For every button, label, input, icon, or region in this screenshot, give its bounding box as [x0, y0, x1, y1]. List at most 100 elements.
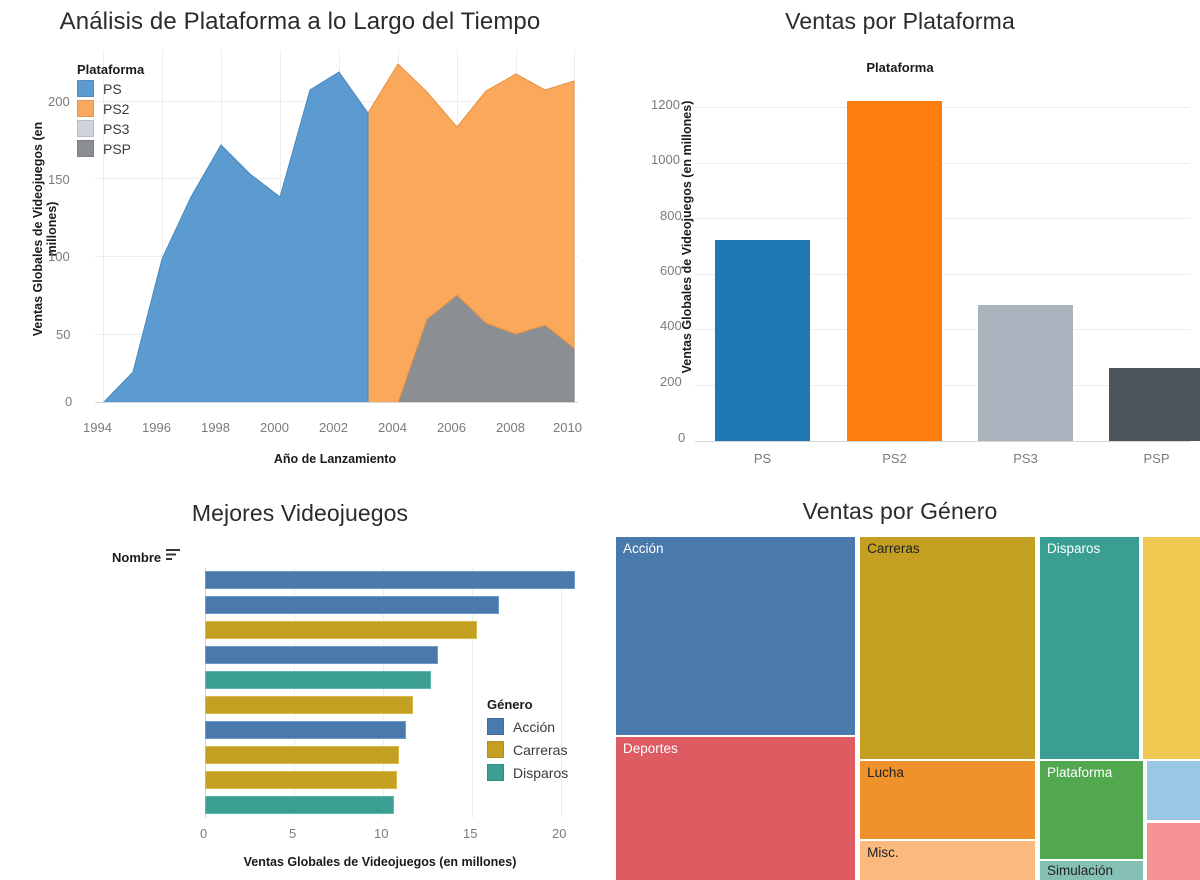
table-row[interactable]	[205, 671, 431, 689]
treemap-label-lucha: Lucha	[867, 765, 904, 781]
legend-item-ps[interactable]: PS	[77, 80, 144, 97]
page-title-bar-chart: Ventas por Plataforma	[785, 8, 1015, 34]
treemap-tile-misc[interactable]: Misc.	[860, 840, 1036, 880]
treemap-tile-unlabeled-yellow[interactable]	[1143, 537, 1200, 759]
bar-chart-y-axis-title: Ventas Globales de Videojuegos (en millo…	[680, 100, 694, 374]
treemap-tile-lucha[interactable]: Lucha	[860, 761, 1036, 839]
bar-game-0[interactable]	[205, 571, 575, 589]
treemap-tile-simulacion[interactable]: Simulación	[1039, 861, 1144, 880]
bar-psp[interactable]	[1109, 368, 1200, 441]
bar-game-2[interactable]	[205, 621, 477, 639]
area-y-tick: 200	[48, 94, 70, 109]
area-legend-title: Plataforma	[77, 62, 145, 77]
treemap-label-simulacion: Simulación	[1046, 863, 1113, 879]
treemap-tile-unlabeled-lightblue[interactable]	[1146, 761, 1200, 821]
area-y-tick: 50	[56, 327, 71, 342]
area-x-tick: 2004	[378, 420, 407, 435]
area-chart-x-axis-title: Año de Lanzamiento	[273, 452, 397, 466]
bar-y-tick: 600	[660, 263, 682, 278]
legend-swatch-ps2-icon	[77, 100, 94, 117]
area-x-tick: 1998	[201, 420, 230, 435]
bar-game-1[interactable]	[205, 596, 499, 614]
treemap-tile-unlabeled-pink[interactable]	[1146, 823, 1200, 880]
area-x-tick: 1996	[142, 420, 171, 435]
bar-game-6[interactable]	[205, 721, 406, 739]
treemap-label-disparos: Disparos	[1046, 541, 1101, 556]
bar-game-7[interactable]	[205, 746, 399, 764]
gridline-y-600	[695, 274, 1190, 275]
legend-label-accion: Acción	[513, 718, 556, 735]
gridline-x-1996	[162, 50, 163, 403]
treemap-label-misc: Misc.	[867, 844, 899, 860]
treemap-tile-carreras[interactable]: Carreras	[860, 537, 1036, 759]
legend-label-disparos: Disparos	[513, 764, 569, 781]
panel-sales-by-genre: Ventas por Género Acción Deportes Carrer…	[600, 490, 1200, 880]
area-y-tick: 100	[48, 249, 70, 264]
treemap-tile-deportes[interactable]: Deportes	[616, 737, 856, 880]
legend-item-psp[interactable]: PSP	[77, 140, 144, 157]
bar-game-9[interactable]	[205, 796, 394, 814]
bar-game-4[interactable]	[205, 671, 431, 689]
sort-descending-icon[interactable]	[166, 548, 181, 566]
legend-label-ps: PS	[103, 80, 122, 97]
bar-ps[interactable]	[715, 240, 810, 441]
page-title-treemap: Ventas por Género	[802, 498, 998, 524]
gridline-x-1994	[103, 50, 104, 403]
table-row[interactable]	[205, 796, 394, 814]
area-x-tick: 2008	[496, 420, 525, 435]
gridline-x-5	[294, 568, 295, 818]
area-chart-svg	[95, 63, 578, 403]
area-band-ps	[102, 71, 369, 403]
gridline-y-1200	[695, 107, 1190, 108]
table-row[interactable]	[205, 696, 413, 714]
area-x-tick: 1994	[83, 420, 112, 435]
table-row[interactable]	[205, 596, 499, 614]
bar-y-tick: 400	[660, 318, 682, 333]
treemap-label-deportes: Deportes	[623, 741, 678, 757]
panel-platform-over-time: Análisis de Plataforma a lo Largo del Ti…	[0, 0, 600, 490]
legend-item-ps2[interactable]: PS2	[77, 100, 144, 117]
table-row[interactable]	[205, 721, 406, 739]
legend-swatch-carreras-icon	[487, 741, 504, 758]
table-row[interactable]	[205, 771, 397, 789]
treemap-label-plataforma: Plataforma	[1046, 765, 1113, 781]
field-header-nombre[interactable]: Nombre	[112, 548, 181, 566]
legend-label-psp: PSP	[103, 140, 132, 157]
table-row[interactable]	[205, 746, 399, 764]
legend-item-accion[interactable]: Acción	[487, 718, 568, 735]
panel-sales-by-platform: Ventas por Plataforma Plataforma Ventas …	[600, 0, 1200, 490]
treemap-tile-accion[interactable]: Acción	[616, 537, 856, 735]
area-y-tick: 0	[65, 394, 73, 409]
legend-swatch-ps-icon	[77, 80, 94, 97]
legend-swatch-psp-icon	[77, 140, 94, 157]
area-x-tick: 2010	[553, 420, 582, 435]
legend-label-ps2: PS2	[103, 100, 130, 117]
table-row[interactable]	[205, 646, 438, 664]
legend-item-disparos[interactable]: Disparos	[487, 764, 568, 781]
area-y-tick: 150	[48, 172, 70, 187]
gridline-x-15	[472, 568, 473, 818]
bar-game-5[interactable]	[205, 696, 413, 714]
bar-chart-plot: PS PS2 PS3 PSP	[695, 85, 1200, 466]
legend-item-ps3[interactable]: PS3	[77, 120, 144, 137]
bar-game-8[interactable]	[205, 771, 397, 789]
treemap-tile-plataforma[interactable]: Plataforma	[1039, 761, 1144, 860]
area-x-tick: 2000	[260, 420, 289, 435]
bar-ps3[interactable]	[978, 305, 1073, 441]
treemap-label-carreras: Carreras	[867, 541, 920, 556]
bar-ps2[interactable]	[847, 101, 942, 441]
treemap-tile-disparos[interactable]: Disparos	[1039, 537, 1140, 759]
field-header-label: Nombre	[112, 549, 162, 565]
legend-item-carreras[interactable]: Carreras	[487, 741, 568, 758]
table-row[interactable]	[205, 571, 575, 589]
table-row[interactable]	[205, 621, 477, 639]
bar-y-tick: 0	[678, 430, 686, 445]
legend-swatch-disparos-icon	[487, 764, 504, 781]
bar-y-tick: 200	[660, 374, 682, 389]
legend-label-ps3: PS3	[103, 120, 130, 137]
area-x-tick: 2006	[437, 420, 466, 435]
bar-game-3[interactable]	[205, 646, 438, 664]
page-title-area-chart: Análisis de Plataforma a lo Largo del Ti…	[59, 8, 541, 35]
genre-legend: Género Acción Carreras Disparos	[487, 697, 568, 781]
area-chart-baseline	[95, 402, 578, 403]
